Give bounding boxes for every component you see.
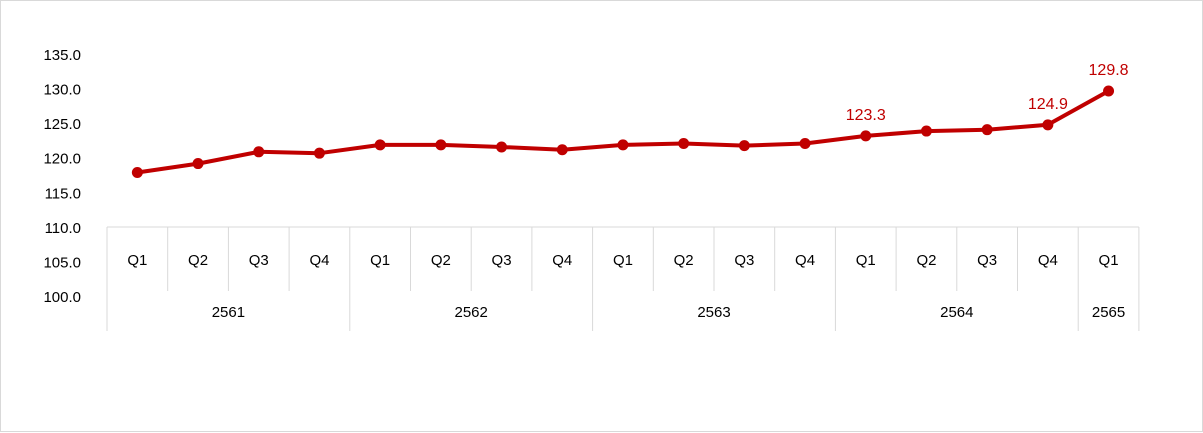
x-category-label: Q1 <box>127 252 147 269</box>
x-category-label: Q1 <box>613 252 633 269</box>
y-tick-label: 135.0 <box>43 47 81 64</box>
y-axis-ticks: 100.0 105.0 110.0 115.0 120.0 125.0 130.0 135.0 <box>43 47 81 306</box>
x-category-label: Q3 <box>977 252 997 269</box>
data-point <box>253 146 264 157</box>
data-point <box>435 139 446 150</box>
data-point <box>739 140 750 151</box>
x-category-label: Q3 <box>734 252 754 269</box>
x-group-label: 2565 <box>1092 304 1125 321</box>
x-category-label: Q4 <box>552 252 572 269</box>
x-category-label: Q1 <box>1099 252 1119 269</box>
x-category-label: Q1 <box>856 252 876 269</box>
x-group-label: 2564 <box>940 304 973 321</box>
y-tick-label: 100.0 <box>43 289 81 306</box>
data-point <box>617 139 628 150</box>
y-tick-label: 120.0 <box>43 151 81 168</box>
data-point <box>375 139 386 150</box>
x-category-label: Q3 <box>492 252 512 269</box>
x-category-label: Q1 <box>370 252 390 269</box>
x-category-label: Q4 <box>309 252 329 269</box>
data-point <box>496 141 507 152</box>
data-point <box>314 148 325 159</box>
data-point <box>193 158 204 169</box>
x-category-label: Q2 <box>916 252 936 269</box>
data-point <box>800 138 811 149</box>
series-line <box>137 91 1108 173</box>
data-label: 123.3 <box>846 107 886 124</box>
data-label: 124.9 <box>1028 96 1068 113</box>
data-point <box>557 144 568 155</box>
data-point <box>1103 85 1114 96</box>
x-axis: Q1 Q2 Q3 Q4 Q1 Q2 Q3 Q4 Q1 Q2 Q3 Q4 Q1 Q2 Q3 Q4 Q1 2561 25… <box>107 227 1139 331</box>
x-category-label: Q4 <box>795 252 815 269</box>
x-group-label: 2563 <box>697 304 730 321</box>
x-group-label: 2562 <box>455 304 488 321</box>
x-group-label: 2561 <box>212 304 245 321</box>
data-point <box>860 130 871 141</box>
y-tick-label: 130.0 <box>43 82 81 99</box>
series-line-group <box>137 91 1108 173</box>
x-category-label: Q2 <box>188 252 208 269</box>
y-tick-label: 115.0 <box>45 185 81 202</box>
y-tick-label: 105.0 <box>43 254 81 271</box>
x-category-label: Q3 <box>249 252 269 269</box>
data-point <box>982 124 993 135</box>
data-labels: 123.3 124.9 129.8 <box>846 62 1129 124</box>
x-category-label: Q2 <box>674 252 694 269</box>
y-tick-label: 110.0 <box>45 220 81 237</box>
data-point <box>132 167 143 178</box>
data-label: 129.8 <box>1089 62 1129 79</box>
data-point <box>1042 119 1053 130</box>
y-tick-label: 125.0 <box>43 116 81 133</box>
data-point <box>921 126 932 137</box>
x-category-label: Q2 <box>431 252 451 269</box>
data-point <box>678 138 689 149</box>
x-category-label: Q4 <box>1038 252 1058 269</box>
